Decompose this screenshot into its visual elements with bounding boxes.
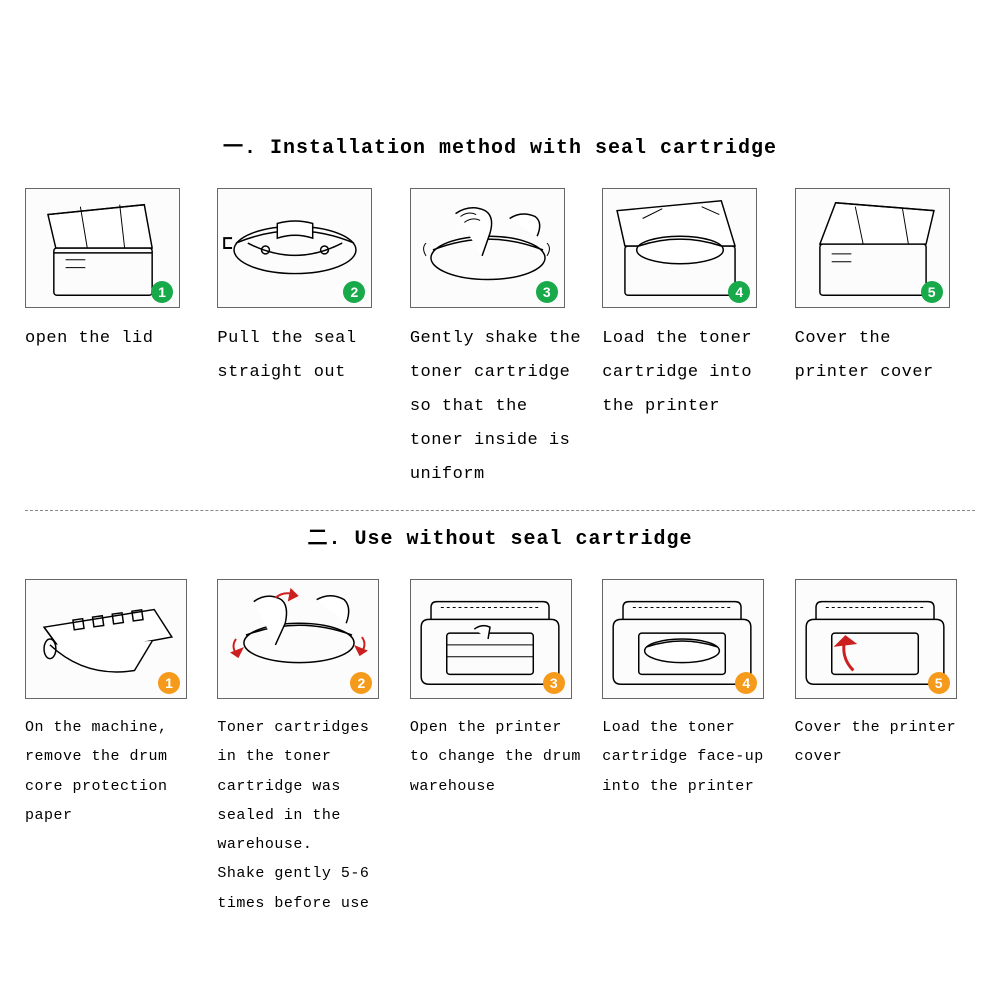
caption-1-1: open the lid [25,322,205,356]
badge-1-3: 3 [536,281,558,303]
step-1-2-image: 2 [217,188,372,308]
step-1-3: 3 Gently shake the toner cartridge so th… [410,188,590,492]
step-1-2: 2 Pull the seal straight out [217,188,397,492]
caption-2-2: Toner cartridges in the toner cartridge … [217,713,397,918]
caption-1-3: Gently shake the toner cartridge so that… [410,322,590,492]
section1-title: 一. Installation method with seal cartrid… [25,130,975,160]
caption-1-2: Pull the seal straight out [217,322,397,390]
section2-title: 二. Use without seal cartridge [25,521,975,551]
step-2-2: 2 Toner cartridges in the toner cartridg… [217,579,397,918]
badge-2-3: 3 [543,672,565,694]
caption-2-3: Open the printer to change the drum ware… [410,713,590,801]
step-1-5: 5 Cover the printer cover [795,188,975,492]
caption-2-1: On the machine, remove the drum core pro… [25,713,205,830]
step-2-1: 1 On the machine, remove the drum core p… [25,579,205,918]
badge-1-5: 5 [921,281,943,303]
caption-1-4: Load the toner cartridge into the printe… [602,322,782,424]
step-1-3-image: 3 [410,188,565,308]
step-1-1: 1 open the lid [25,188,205,492]
badge-2-1: 1 [158,672,180,694]
step-1-5-image: 5 [795,188,950,308]
step-1-4-image: 4 [602,188,757,308]
section1-steps: 1 open the lid 2 [25,188,975,492]
step-1-4: 4 Load the toner cartridge into the prin… [602,188,782,492]
caption-2-5: Cover the printer cover [795,713,975,772]
step-2-2-image: 2 [217,579,379,699]
step-2-5-image: 5 [795,579,957,699]
step-2-4-image: 4 [602,579,764,699]
step-1-1-image: 1 [25,188,180,308]
caption-2-4: Load the toner cartridge face-up into th… [602,713,782,801]
step-2-4: 4 Load the toner cartridge face-up into … [602,579,782,918]
step-2-3-image: 3 [410,579,572,699]
step-2-5: 5 Cover the printer cover [795,579,975,918]
step-2-3: 3 Open the printer to change the drum wa… [410,579,590,918]
caption-1-5: Cover the printer cover [795,322,975,390]
badge-1-1: 1 [151,281,173,303]
step-2-1-image: 1 [25,579,187,699]
badge-2-5: 5 [928,672,950,694]
section2-steps: 1 On the machine, remove the drum core p… [25,579,975,918]
instructions-container: 一. Installation method with seal cartrid… [0,0,1000,938]
section-divider [25,510,975,511]
